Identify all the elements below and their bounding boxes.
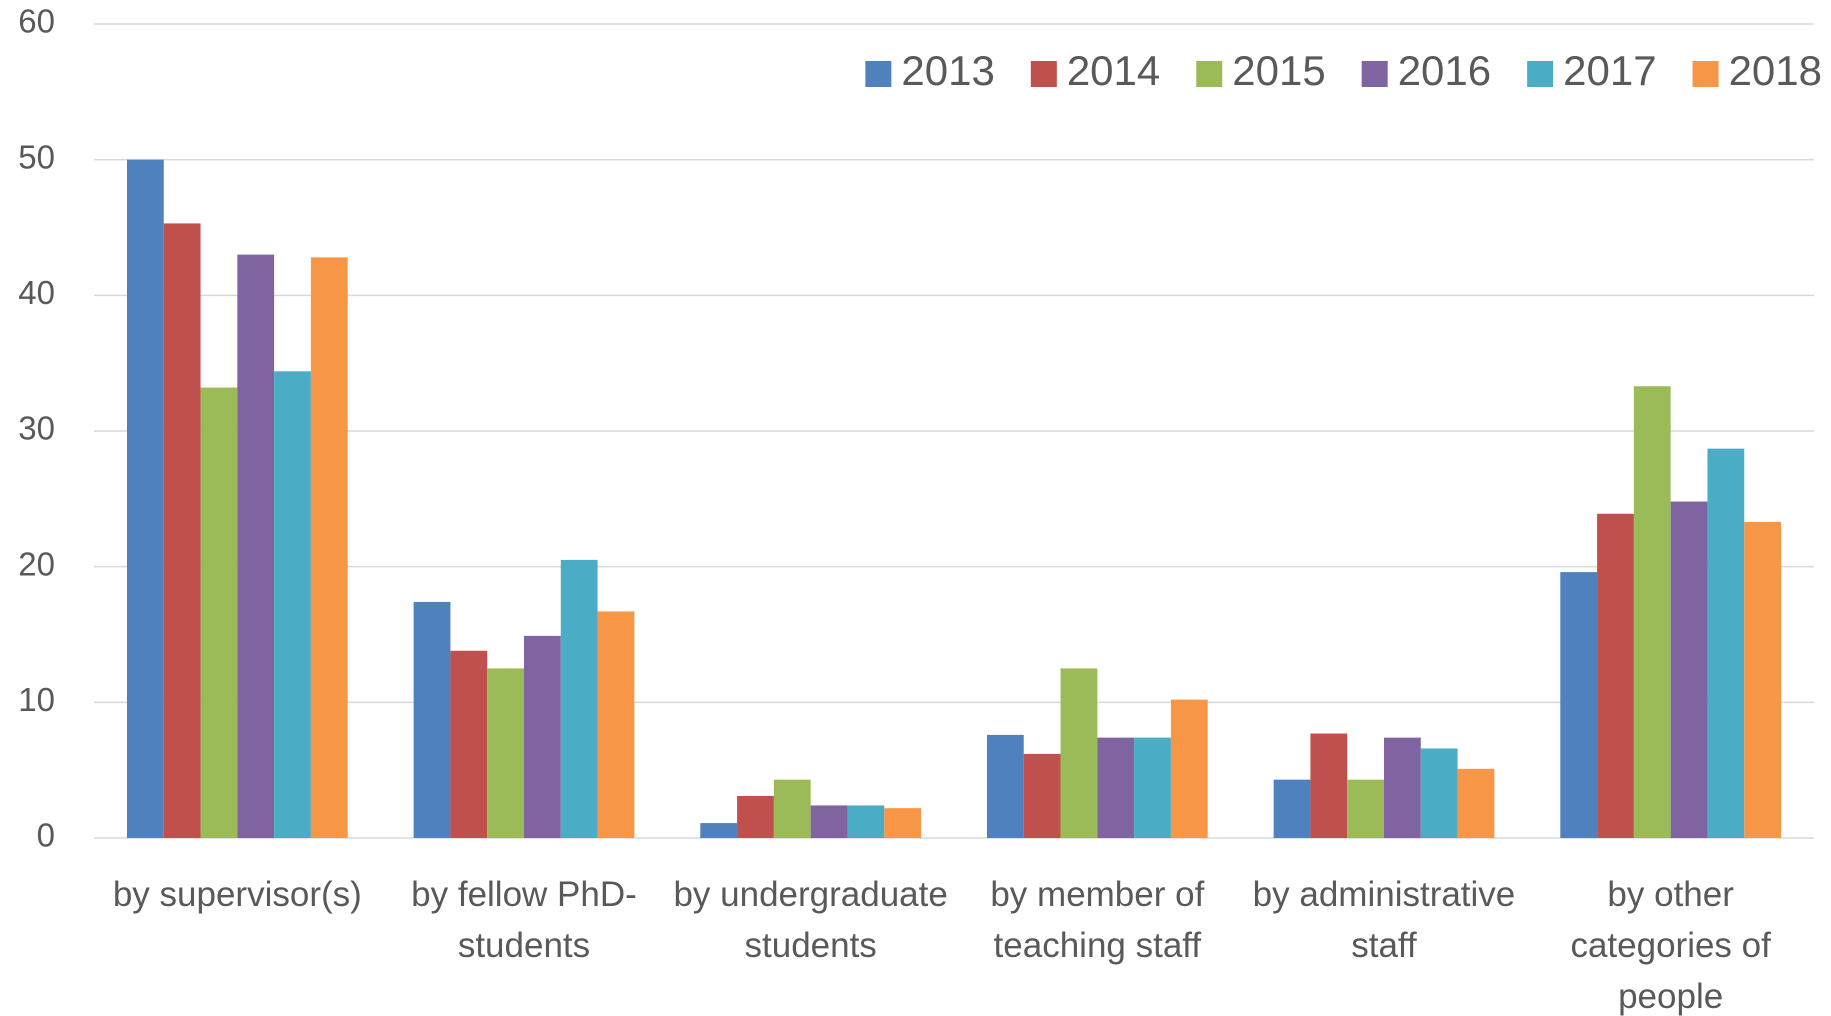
bar bbox=[737, 795, 774, 838]
bar bbox=[1060, 668, 1098, 838]
bar bbox=[310, 257, 348, 838]
bar bbox=[487, 668, 524, 838]
bar bbox=[1097, 737, 1135, 838]
legend-label: 2017 bbox=[1563, 47, 1656, 94]
x-tick-label: by undergraduate students bbox=[673, 875, 948, 965]
bar bbox=[1347, 779, 1384, 838]
bar bbox=[1457, 768, 1495, 838]
legend-label: 2014 bbox=[1067, 47, 1160, 94]
bar bbox=[986, 734, 1024, 838]
bar bbox=[1023, 753, 1061, 838]
bar bbox=[810, 805, 848, 838]
bar bbox=[773, 779, 811, 838]
y-tick-label: 50 bbox=[18, 138, 55, 175]
legend-label: 2015 bbox=[1232, 47, 1325, 94]
legend-swatch bbox=[1361, 61, 1388, 87]
bar bbox=[1633, 386, 1671, 838]
bar bbox=[200, 387, 238, 838]
bar bbox=[1744, 521, 1782, 838]
bar bbox=[1560, 572, 1598, 838]
y-tick-label: 40 bbox=[18, 274, 55, 311]
legend-swatch bbox=[1692, 61, 1719, 87]
legend-swatch bbox=[865, 61, 892, 87]
legend-label: 2016 bbox=[1398, 47, 1491, 94]
y-tick-label: 30 bbox=[18, 410, 55, 447]
bar bbox=[163, 223, 201, 838]
bar bbox=[1273, 779, 1311, 838]
legend-swatch bbox=[1030, 61, 1057, 87]
x-tick-label: by other categories of people bbox=[1570, 875, 1771, 1016]
x-tick-label: by member of teaching staff bbox=[990, 875, 1205, 965]
bar bbox=[1310, 733, 1348, 838]
bar bbox=[524, 635, 561, 838]
y-tick-label: 0 bbox=[37, 817, 55, 854]
y-tick-label: 10 bbox=[18, 681, 55, 718]
bar bbox=[1707, 448, 1745, 838]
bar bbox=[1420, 748, 1458, 838]
bar bbox=[560, 559, 598, 838]
legend-swatch bbox=[1196, 61, 1223, 87]
bar bbox=[274, 371, 311, 838]
bar bbox=[126, 159, 164, 838]
legend-label: 2013 bbox=[901, 47, 994, 94]
bar bbox=[413, 601, 451, 838]
bar bbox=[884, 808, 922, 838]
bar bbox=[847, 805, 885, 838]
legend-swatch bbox=[1527, 61, 1554, 87]
bar bbox=[450, 650, 488, 838]
bar bbox=[597, 611, 635, 838]
legend-label: 2018 bbox=[1729, 47, 1822, 94]
bar bbox=[1170, 699, 1208, 838]
y-tick-label: 20 bbox=[18, 545, 55, 582]
bar bbox=[1134, 737, 1171, 838]
bar bbox=[1597, 513, 1634, 838]
y-tick-label: 60 bbox=[18, 3, 55, 40]
bar bbox=[237, 254, 275, 839]
bar bbox=[700, 823, 738, 838]
bar bbox=[1384, 737, 1421, 838]
bar bbox=[1670, 501, 1708, 838]
x-tick-label: by supervisor(s) bbox=[112, 875, 362, 914]
x-tick-label: by fellow PhD-students bbox=[411, 875, 637, 965]
x-tick-label: by administrative staff bbox=[1252, 875, 1516, 965]
